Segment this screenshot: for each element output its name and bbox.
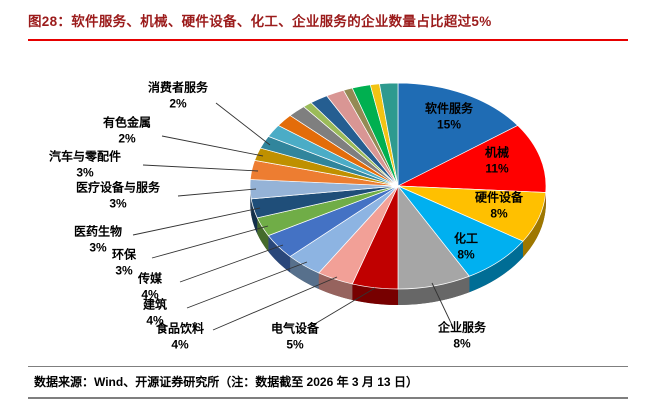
slice-label-consumer-services: 消费者服务 2%: [148, 80, 208, 111]
slice-name: 软件服务: [424, 101, 474, 116]
slice-label-nonferrous-metals: 有色金属 2%: [103, 115, 151, 146]
slice-pct: 4%: [146, 313, 164, 327]
slice-label-pharma-bio: 医药生物 3%: [74, 224, 122, 255]
figure-title: 图28：软件服务、机械、硬件设备、化工、企业服务的企业数量占比超过5%: [28, 14, 492, 29]
slice-label-media: 传媒 4%: [138, 271, 162, 302]
slice-pct: 2%: [118, 131, 136, 145]
slice-name: 化工: [453, 231, 479, 246]
leader-line: [151, 225, 269, 259]
slice-label-medical-devices: 医疗设备与服务 3%: [76, 180, 160, 211]
slice-pct: 5%: [286, 337, 304, 351]
leader-line: [212, 276, 338, 331]
slice-pct: 4%: [141, 287, 159, 301]
slice-name: 消费者服务: [147, 80, 209, 95]
slice-name: 建筑: [142, 297, 168, 312]
slice-name: 汽车与零配件: [48, 149, 122, 164]
slice-name: 电气设备: [270, 321, 320, 336]
slice-label-electrical-equipment: 电气设备 5%: [271, 321, 319, 352]
leader-line: [132, 207, 261, 236]
slice-pct: 2%: [169, 96, 187, 110]
slice-name: 机械: [484, 145, 510, 160]
slice-label-enterprise-services: 企业服务 8%: [438, 320, 486, 351]
slice-name: 传媒: [137, 271, 163, 286]
figure-header: 图28：软件服务、机械、硬件设备、化工、企业服务的企业数量占比超过5%: [28, 10, 628, 41]
source-note: 数据来源：Wind、开源证券研究所（注：数据截至 2026 年 3 月 13 日…: [28, 366, 628, 399]
leader-lines: [132, 102, 453, 331]
slice-label-machinery: 机械 11%: [485, 145, 509, 176]
slice-pct: 3%: [76, 165, 94, 179]
slice-pct: 11%: [485, 161, 509, 175]
slice-pct: 4%: [171, 337, 189, 351]
source-text: 数据来源：Wind、开源证券研究所（注：数据截至 2026 年 3 月 13 日…: [34, 375, 418, 389]
slice-pct: 8%: [457, 247, 475, 261]
slice-name: 食品饮料: [155, 321, 205, 336]
leader-line: [186, 261, 308, 309]
leader-line: [161, 135, 264, 157]
leader-line: [307, 287, 376, 329]
slice-label-hardware-equipment: 硬件设备 8%: [475, 190, 523, 221]
slice-name: 环保: [111, 247, 137, 262]
slice-pct: 3%: [109, 196, 127, 210]
slice-label-chemicals: 化工 8%: [454, 231, 478, 262]
leader-line: [179, 244, 284, 283]
pie-3d-canvas: [249, 82, 547, 305]
leader-line: [142, 164, 259, 172]
slice-pct: 8%: [490, 206, 508, 220]
slice-name: 有色金属: [102, 115, 152, 130]
slice-pct: 3%: [115, 263, 133, 277]
slice-name: 医药生物: [73, 224, 123, 239]
leader-line: [215, 102, 271, 146]
pie-chart: 软件服务 15% 机械 11% 硬件设备 8% 化工 8% 企业服务 8% 电气…: [0, 42, 656, 362]
slice-label-construction: 建筑 4%: [143, 297, 167, 328]
slice-label-auto-parts: 汽车与零配件 3%: [49, 149, 121, 180]
leader-line: [431, 282, 453, 326]
slice-pct: 3%: [89, 240, 107, 254]
slice-name: 企业服务: [437, 320, 487, 335]
slice-label-food-beverage: 食品饮料 4%: [156, 321, 204, 352]
slice-label-software-services: 软件服务 15%: [425, 101, 473, 132]
slice-pct: 8%: [453, 336, 471, 350]
slice-label-environmental: 环保 3%: [112, 247, 136, 278]
leader-line: [177, 188, 257, 197]
slice-name: 医疗设备与服务: [75, 180, 161, 195]
slice-pct: 15%: [436, 117, 462, 131]
slice-name: 硬件设备: [474, 190, 524, 205]
